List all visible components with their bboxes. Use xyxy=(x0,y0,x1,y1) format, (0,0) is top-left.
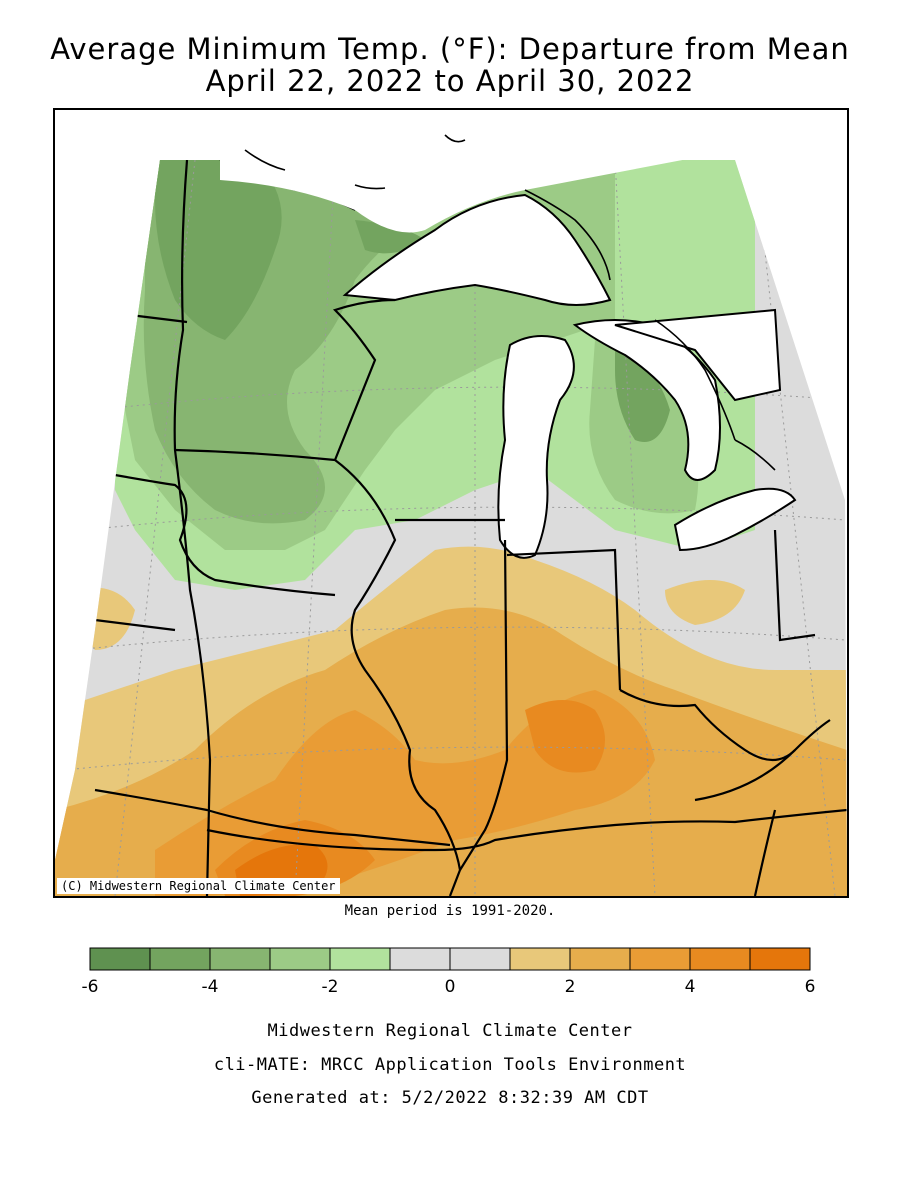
lake-superior xyxy=(342,193,612,306)
mean-period-note: Mean period is 1991-2020. xyxy=(344,903,556,919)
canada-region xyxy=(220,110,735,233)
lake-erie xyxy=(673,487,797,552)
map-title: Average Minimum Temp. (°F): Departure fr… xyxy=(50,32,850,66)
legend-swatch xyxy=(389,947,451,971)
color-legend: -6 -4 -2 0 2 4 6 xyxy=(82,947,816,997)
temperature-departure-map xyxy=(55,110,847,896)
cool-zone-dark xyxy=(155,160,282,340)
legend-tick-label: -4 xyxy=(202,977,219,997)
legend-tick-label: 4 xyxy=(685,977,696,997)
footer-generated-time: Generated at: 5/2/2022 8:32:39 AM CDT xyxy=(251,1088,649,1108)
legend-tick-label: 2 xyxy=(565,977,576,997)
legend-tick-label: -6 xyxy=(82,977,99,997)
map-date-range: April 22, 2022 to April 30, 2022 xyxy=(205,64,695,98)
lake-ontario-region xyxy=(614,308,782,402)
legend-swatch xyxy=(509,947,571,971)
copyright-notice: (C) Midwestern Regional Climate Center xyxy=(57,878,340,894)
legend-swatch xyxy=(209,947,271,971)
cool-zone-dark-2 xyxy=(355,220,425,254)
legend-ticks: -6 -4 -2 0 2 4 6 xyxy=(82,977,816,997)
legend-swatch xyxy=(269,947,331,971)
legend-swatch xyxy=(749,947,811,971)
warm-zone-pale-east xyxy=(665,580,745,625)
warm-zone-dark-in xyxy=(525,700,605,773)
footer-tool-name: cli-MATE: MRCC Application Tools Environ… xyxy=(213,1055,687,1075)
legend-boxes xyxy=(89,947,811,971)
legend-tick-label: -2 xyxy=(322,977,339,997)
footer-organization: Midwestern Regional Climate Center xyxy=(267,1021,633,1041)
legend-tick-label: 6 xyxy=(805,977,816,997)
legend-swatch xyxy=(629,947,691,971)
legend-swatch xyxy=(329,947,391,971)
shaded-field xyxy=(55,160,847,896)
legend-swatch xyxy=(569,947,631,971)
lake-michigan xyxy=(497,335,575,559)
map-panel: (C) Midwestern Regional Climate Center xyxy=(53,108,849,898)
legend-swatch xyxy=(149,947,211,971)
canada-coast xyxy=(244,134,611,281)
legend-swatch xyxy=(89,947,151,971)
legend-swatch xyxy=(449,947,511,971)
legend-tick-label: 0 xyxy=(445,977,456,997)
legend-swatch xyxy=(689,947,751,971)
